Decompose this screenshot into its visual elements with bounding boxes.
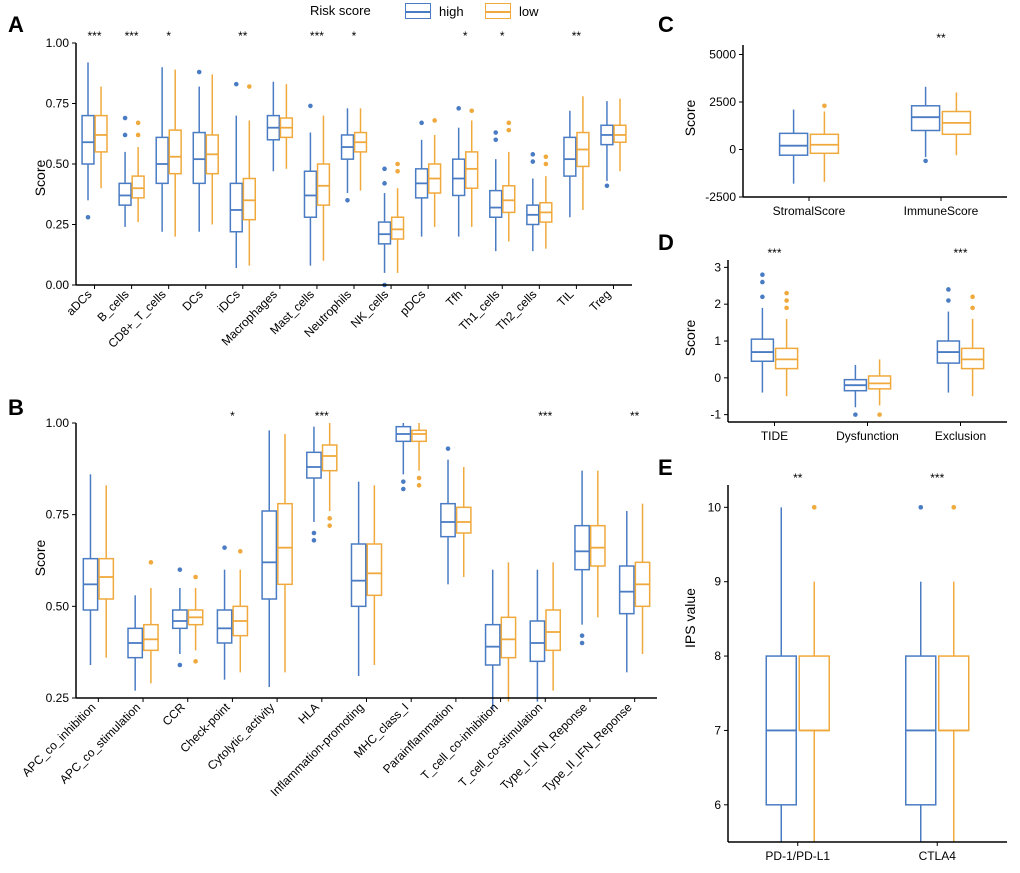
svg-text:TIL: TIL (554, 287, 576, 309)
panel-d-label: D (658, 230, 674, 256)
panel-e-label: E (658, 455, 673, 481)
svg-text:Treg: Treg (587, 287, 614, 314)
svg-text:**: ** (238, 29, 248, 43)
svg-text:0.75: 0.75 (46, 508, 70, 522)
svg-text:8: 8 (714, 649, 721, 663)
svg-text:***: *** (88, 29, 102, 43)
svg-text:0.25: 0.25 (46, 218, 70, 232)
legend-title: Risk score (310, 3, 371, 18)
svg-text:***: *** (125, 29, 139, 43)
svg-text:Tfh: Tfh (443, 287, 465, 309)
svg-text:ImmuneScore: ImmuneScore (904, 204, 979, 218)
panel-e-plot: 678910**PD-1/PD-L1***CTLA4 (720, 465, 1015, 870)
svg-text:CCR: CCR (160, 700, 189, 729)
svg-text:PD-1/PD-L1: PD-1/PD-L1 (765, 849, 830, 863)
svg-text:*: * (166, 29, 171, 43)
svg-text:0.00: 0.00 (46, 278, 70, 292)
panel-b-ytitle: Score (32, 528, 48, 588)
svg-text:T_cell_co-stimulation: T_cell_co-stimulation (456, 700, 546, 790)
legend-low: low (485, 3, 539, 19)
svg-text:2: 2 (714, 297, 721, 311)
panel-b-label: B (8, 395, 24, 421)
svg-text:T_cell_co-inhibition: T_cell_co-inhibition (418, 700, 501, 783)
panel-c-plot: -2500025005000StromalScore**ImmuneScore (735, 25, 1015, 225)
legend-high: high (405, 3, 464, 19)
panel-e-ytitle: IPS value (682, 578, 698, 658)
svg-text:DCs: DCs (179, 287, 205, 313)
svg-text:7: 7 (714, 723, 721, 737)
legend-title-text: Risk score (310, 3, 371, 18)
svg-text:pDCs: pDCs (397, 287, 428, 318)
panel-d-plot: -10123***TIDEDysfunction***Exclusion (720, 240, 1015, 450)
svg-text:HLA: HLA (296, 700, 322, 726)
svg-text:***: *** (953, 246, 967, 260)
svg-text:**: ** (793, 471, 803, 485)
svg-text:Type_I_IFN_Reponse: Type_I_IFN_Reponse (498, 700, 591, 793)
svg-text:Dysfunction: Dysfunction (836, 429, 899, 443)
svg-text:2500: 2500 (709, 95, 736, 109)
svg-text:CTLA4: CTLA4 (919, 849, 957, 863)
panel-a-label: A (8, 12, 24, 38)
svg-text:*: * (230, 409, 235, 423)
svg-text:0.25: 0.25 (46, 691, 70, 705)
svg-text:***: *** (930, 471, 944, 485)
svg-text:***: *** (538, 409, 552, 423)
svg-text:**: ** (936, 31, 946, 45)
svg-text:StromalScore: StromalScore (773, 204, 846, 218)
svg-text:1.00: 1.00 (46, 36, 70, 50)
svg-text:*: * (500, 29, 505, 43)
svg-text:3: 3 (714, 260, 721, 274)
svg-text:***: *** (315, 409, 329, 423)
svg-text:**: ** (572, 29, 582, 43)
svg-text:Th2_cells: Th2_cells (493, 287, 539, 333)
svg-text:*: * (463, 29, 468, 43)
legend-low-label: low (519, 4, 539, 19)
svg-text:Exclusion: Exclusion (935, 429, 986, 443)
svg-text:APC_co_inhibition: APC_co_inhibition (19, 700, 98, 779)
svg-text:NK_cells: NK_cells (348, 287, 391, 330)
panel-c-label: C (658, 12, 674, 38)
svg-text:***: *** (767, 246, 781, 260)
legend-high-label: high (439, 4, 464, 19)
svg-text:0: 0 (714, 371, 721, 385)
svg-text:9: 9 (714, 575, 721, 589)
svg-text:***: *** (310, 29, 324, 43)
svg-text:**: ** (630, 409, 640, 423)
svg-text:0.50: 0.50 (46, 157, 70, 171)
svg-text:0: 0 (729, 143, 736, 157)
panel-d-ytitle: Score (682, 308, 698, 368)
svg-text:-2500: -2500 (705, 190, 736, 204)
panel-c-ytitle: Score (682, 88, 698, 148)
svg-text:APC_co_stimulation: APC_co_stimulation (57, 700, 143, 786)
svg-text:1: 1 (714, 334, 721, 348)
panel-a-plot: 0.000.250.500.751.00***aDCs***B_cells*CD… (68, 25, 638, 385)
svg-text:*: * (352, 29, 357, 43)
panel-b-plot: 0.250.500.751.00APC_co_inhibitionAPC_co_… (68, 405, 663, 873)
svg-text:1.00: 1.00 (46, 416, 70, 430)
svg-text:0.75: 0.75 (46, 97, 70, 111)
svg-text:-1: -1 (710, 408, 721, 422)
svg-text:0.50: 0.50 (46, 599, 70, 613)
svg-text:Type_II_IFN_Reponse: Type_II_IFN_Reponse (540, 700, 635, 795)
svg-text:iDCs: iDCs (215, 287, 243, 315)
svg-text:5000: 5000 (709, 48, 736, 62)
svg-text:10: 10 (708, 500, 722, 514)
svg-text:6: 6 (714, 798, 721, 812)
svg-text:TIDE: TIDE (761, 429, 788, 443)
